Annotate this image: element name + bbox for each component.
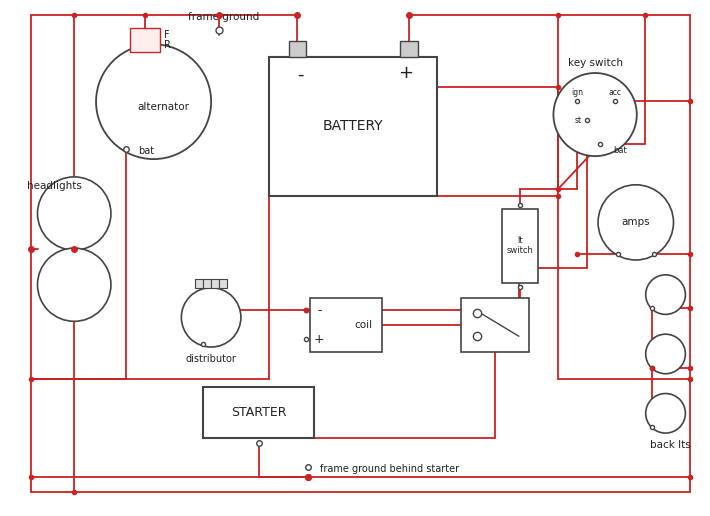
Circle shape: [181, 288, 241, 347]
Bar: [195, 279, 203, 288]
Text: F: F: [163, 30, 169, 40]
Circle shape: [38, 177, 111, 250]
Bar: [310, 298, 382, 352]
Text: +: +: [398, 64, 413, 82]
Bar: [130, 28, 160, 52]
Circle shape: [645, 394, 685, 433]
Circle shape: [598, 185, 674, 260]
Bar: [219, 279, 227, 288]
Bar: [268, 57, 437, 196]
Text: frame ground: frame ground: [188, 12, 260, 22]
Circle shape: [96, 44, 211, 159]
Text: BATTERY: BATTERY: [323, 119, 383, 134]
Circle shape: [645, 334, 685, 374]
Text: coil: coil: [355, 320, 373, 330]
Text: ign: ign: [572, 88, 583, 98]
Bar: [203, 386, 315, 438]
Circle shape: [38, 248, 111, 321]
Bar: [400, 41, 417, 57]
Text: lt
switch: lt switch: [506, 236, 533, 255]
Text: amps: amps: [621, 217, 650, 228]
Text: +: +: [314, 333, 324, 346]
Bar: [288, 41, 307, 57]
Text: bat: bat: [613, 146, 627, 155]
Text: -: -: [317, 304, 322, 317]
Circle shape: [645, 275, 685, 314]
Text: headlights: headlights: [26, 181, 82, 191]
Text: STARTER: STARTER: [231, 406, 287, 419]
Bar: [502, 208, 537, 283]
Text: R: R: [163, 40, 170, 51]
Bar: [211, 279, 219, 288]
Text: key switch: key switch: [567, 58, 623, 68]
Text: -: -: [297, 66, 304, 84]
Text: back lts: back lts: [650, 440, 691, 450]
Text: distributor: distributor: [186, 354, 236, 364]
Circle shape: [553, 73, 637, 156]
Bar: [462, 298, 529, 352]
Text: alternator: alternator: [138, 102, 190, 111]
Text: frame ground behind starter: frame ground behind starter: [320, 464, 459, 474]
Text: st: st: [574, 116, 581, 125]
Text: acc: acc: [608, 88, 621, 98]
Bar: [203, 279, 211, 288]
Text: bat: bat: [138, 146, 154, 156]
